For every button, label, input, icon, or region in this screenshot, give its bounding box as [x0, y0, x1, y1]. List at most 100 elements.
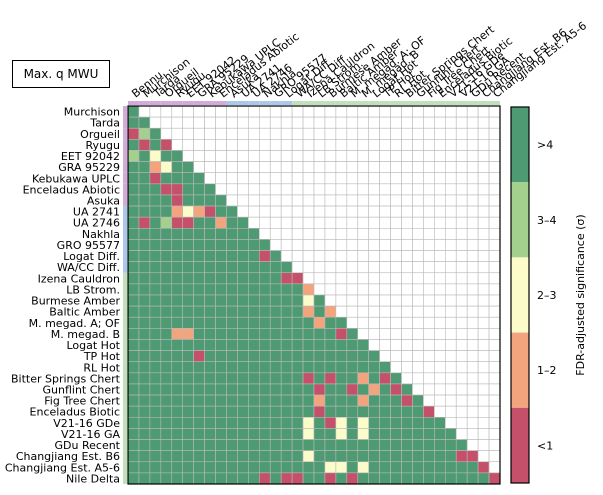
empty-cell	[444, 305, 457, 318]
heatmap-cell	[215, 472, 227, 485]
empty-cell	[455, 272, 468, 285]
row-label: RL Hot	[83, 361, 120, 374]
heatmap-cell	[390, 394, 402, 407]
heatmap-cell	[335, 416, 348, 429]
heatmap-cell	[313, 450, 326, 463]
empty-cell	[466, 361, 479, 374]
heatmap-cell	[302, 339, 315, 351]
heatmap-cell	[138, 428, 151, 440]
empty-cell	[390, 205, 402, 218]
empty-cell	[466, 428, 479, 440]
empty-cell	[444, 150, 457, 162]
empty-cell	[434, 105, 446, 118]
empty-cell	[237, 194, 249, 207]
group-bar-left	[123, 328, 127, 340]
empty-cell	[423, 227, 435, 240]
empty-cell	[248, 216, 260, 229]
empty-cell	[313, 105, 326, 118]
empty-cell	[434, 127, 446, 140]
empty-cell	[182, 127, 194, 140]
heatmap-cell	[280, 472, 293, 485]
heatmap-cell	[226, 294, 238, 307]
heatmap-cell	[237, 383, 249, 396]
empty-cell	[204, 150, 216, 162]
colorbar-segment	[511, 182, 529, 258]
heatmap-cell	[379, 428, 391, 440]
heatmap-cell	[248, 283, 260, 296]
colorbar-segment	[511, 407, 529, 483]
heatmap-cell	[171, 372, 184, 385]
empty-cell	[466, 205, 479, 218]
group-bar-left	[123, 350, 127, 362]
empty-cell	[237, 172, 249, 185]
heatmap-cell	[149, 350, 162, 363]
empty-cell	[466, 416, 479, 429]
empty-cell	[488, 439, 501, 451]
empty-cell	[466, 372, 479, 385]
row-label: Enceladus Biotic	[30, 406, 120, 419]
heatmap-cell	[182, 328, 194, 340]
empty-cell	[357, 261, 370, 274]
heatmap-cell	[182, 250, 194, 262]
heatmap-cell	[138, 227, 151, 240]
heatmap-cell	[313, 372, 326, 385]
heatmap-cell	[138, 116, 151, 129]
empty-cell	[477, 416, 490, 429]
group-bar-left	[123, 172, 127, 184]
heatmap-cell	[160, 339, 173, 351]
heatmap-cell	[237, 294, 249, 307]
group-bar-left	[123, 206, 127, 218]
empty-cell	[204, 161, 216, 174]
heatmap-cell	[237, 394, 249, 407]
row-label: M. megad. B	[51, 328, 120, 341]
empty-cell	[477, 139, 490, 151]
empty-cell	[346, 205, 359, 218]
empty-cell	[258, 205, 271, 218]
empty-cell	[258, 194, 271, 207]
empty-cell	[324, 194, 337, 207]
empty-cell	[423, 361, 435, 374]
heatmap-cell	[248, 383, 260, 396]
empty-cell	[291, 139, 304, 151]
heatmap-cell	[258, 416, 271, 429]
heatmap-cell	[182, 305, 194, 318]
empty-cell	[335, 261, 348, 274]
empty-cell	[444, 172, 457, 185]
group-bar-top	[204, 101, 216, 105]
heatmap-cell	[390, 372, 402, 385]
empty-cell	[434, 150, 446, 162]
empty-cell	[434, 239, 446, 251]
heatmap-cell	[160, 183, 173, 196]
heatmap-cell	[346, 450, 359, 463]
empty-cell	[444, 339, 457, 351]
empty-cell	[368, 283, 380, 296]
row-label: GDu Recent	[55, 439, 121, 452]
empty-cell	[466, 105, 479, 118]
heatmap-cell	[215, 294, 227, 307]
empty-cell	[401, 194, 413, 207]
empty-cell	[434, 316, 446, 329]
heatmap-cell	[302, 416, 315, 429]
empty-cell	[313, 216, 326, 229]
heatmap-cell	[215, 428, 227, 440]
row-label: GRA 95229	[58, 161, 120, 174]
heatmap-cell	[171, 472, 184, 485]
heatmap-cell	[226, 339, 238, 351]
heatmap-cell	[412, 416, 424, 429]
empty-cell	[455, 261, 468, 274]
empty-cell	[379, 250, 391, 262]
heatmap-cell	[269, 405, 282, 418]
heatmap-cell	[269, 383, 282, 396]
group-bar-top	[171, 101, 183, 105]
heatmap-cell	[455, 450, 468, 463]
empty-cell	[444, 361, 457, 374]
group-bar-top	[259, 101, 271, 105]
heatmap-cell	[280, 372, 293, 385]
colorbar-tick-label: 2–3	[537, 289, 557, 302]
empty-cell	[390, 283, 402, 296]
group-bar-left	[123, 217, 127, 229]
empty-cell	[390, 183, 402, 196]
empty-cell	[346, 216, 359, 229]
heatmap-cell	[193, 450, 205, 463]
heatmap-cell	[160, 161, 173, 174]
